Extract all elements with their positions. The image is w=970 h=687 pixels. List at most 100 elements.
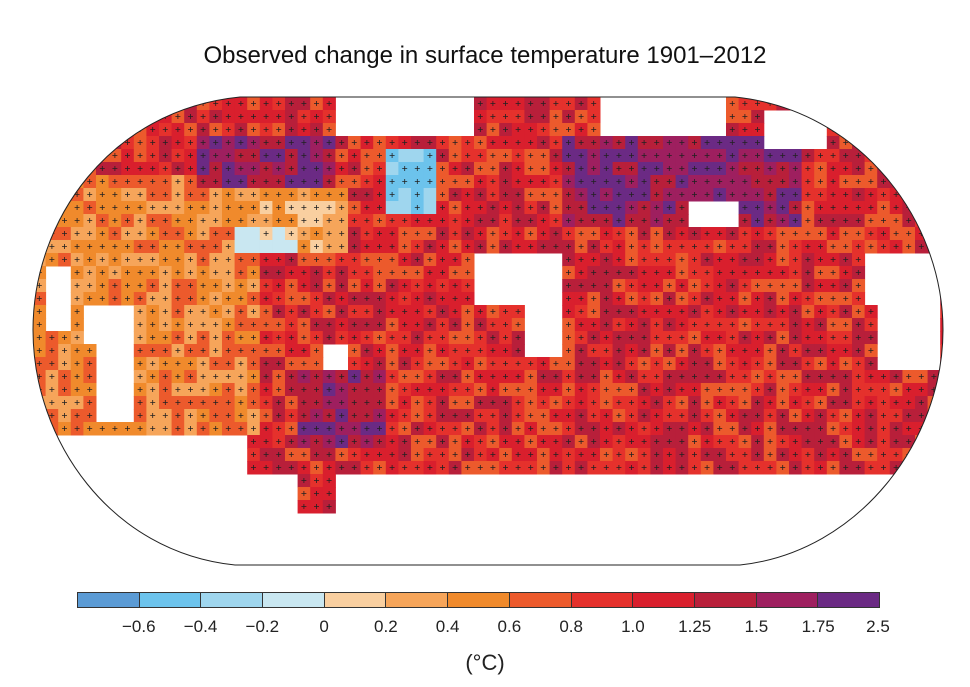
significance-plus-marker [566,205,571,210]
significance-plus-marker [566,231,571,236]
grid-cell [902,97,916,111]
significance-plus-marker [767,309,773,314]
significance-plus-marker [188,231,193,236]
significance-plus-marker [729,127,735,132]
significance-plus-marker [742,218,748,223]
significance-plus-marker [629,140,634,145]
significance-plus-marker [830,101,836,106]
significance-plus-marker [263,335,269,340]
significance-plus-marker [717,374,723,379]
significance-plus-marker [440,153,445,158]
significance-plus-marker [402,179,408,184]
significance-plus-marker [440,205,445,210]
significance-plus-marker [99,270,105,275]
significance-plus-marker [679,374,685,379]
significance-plus-marker [515,322,521,327]
significance-plus-marker [477,192,483,197]
colorbar-tick-label: −0.6 [121,617,156,636]
grid-cell [852,97,866,111]
significance-plus-marker [893,127,899,132]
significance-plus-marker [918,465,924,470]
significance-plus-marker [225,270,231,275]
significance-plus-marker [528,153,534,158]
significance-plus-marker [780,283,786,288]
significance-plus-marker [679,309,685,314]
significance-plus-marker [843,270,849,275]
grid-cell [33,149,47,163]
significance-plus-marker [36,166,42,171]
significance-plus-marker [288,179,294,184]
significance-plus-marker [74,205,80,210]
grid-cell [33,136,47,150]
significance-plus-marker [251,270,256,275]
significance-plus-marker [792,101,798,106]
significance-plus-marker [692,296,697,301]
significance-plus-marker [200,192,206,197]
significance-plus-marker [881,244,886,249]
significance-plus-marker [301,322,307,327]
significance-plus-marker [314,127,319,132]
significance-plus-marker [641,179,647,184]
significance-plus-marker [477,218,483,223]
significance-plus-marker [465,283,471,288]
colorbar [77,592,880,608]
significance-plus-marker [591,296,597,301]
significance-plus-marker [377,361,382,366]
significance-plus-marker [868,166,874,171]
significance-plus-marker [99,283,105,288]
significance-plus-marker [767,322,773,327]
grid-cell [927,149,941,163]
significance-plus-marker [263,270,269,275]
significance-plus-marker [780,348,786,353]
significance-plus-marker [137,374,143,379]
significance-plus-marker [263,192,269,197]
significance-plus-marker [238,348,244,353]
significance-plus-marker [641,205,647,210]
significance-plus-marker [893,114,899,119]
significance-plus-marker [36,153,42,158]
grid-cell [146,97,160,111]
significance-plus-marker [427,348,433,353]
significance-plus-marker [679,231,685,236]
significance-plus-marker [137,205,143,210]
significance-plus-marker [213,322,219,327]
significance-plus-marker [503,140,508,145]
significance-plus-marker [591,153,597,158]
significance-plus-marker [175,231,181,236]
grid-cell [33,240,47,254]
grid-cell [940,97,943,111]
significance-plus-marker [175,140,181,145]
grid-cell [889,123,903,137]
significance-plus-marker [767,296,773,301]
grid-cell [70,136,84,150]
significance-plus-marker [578,374,584,379]
significance-plus-marker [452,166,458,171]
colorbar-tick-label: 0 [319,617,329,636]
significance-plus-marker [830,322,836,327]
significance-plus-marker [477,348,483,353]
significance-plus-marker [364,335,370,340]
significance-plus-marker [465,257,471,262]
significance-plus-marker [566,179,571,184]
significance-plus-marker [603,244,609,249]
significance-plus-marker [729,283,735,288]
significance-plus-marker [74,257,80,262]
grid-cell [121,110,135,124]
significance-plus-marker [427,231,433,236]
significance-plus-marker [742,153,748,158]
significance-plus-marker [276,335,282,340]
significance-plus-marker [755,348,760,353]
significance-plus-marker [629,179,634,184]
significance-plus-marker [276,283,282,288]
significance-plus-marker [540,244,546,249]
significance-plus-marker [868,309,874,314]
significance-plus-marker [301,270,307,275]
significance-plus-marker [162,231,168,236]
significance-plus-marker [465,244,471,249]
significance-plus-marker [855,296,861,301]
significance-plus-marker [868,218,874,223]
significance-plus-marker [112,179,118,184]
significance-plus-marker [414,140,420,145]
significance-plus-marker [944,309,949,314]
significance-plus-marker [578,218,584,223]
